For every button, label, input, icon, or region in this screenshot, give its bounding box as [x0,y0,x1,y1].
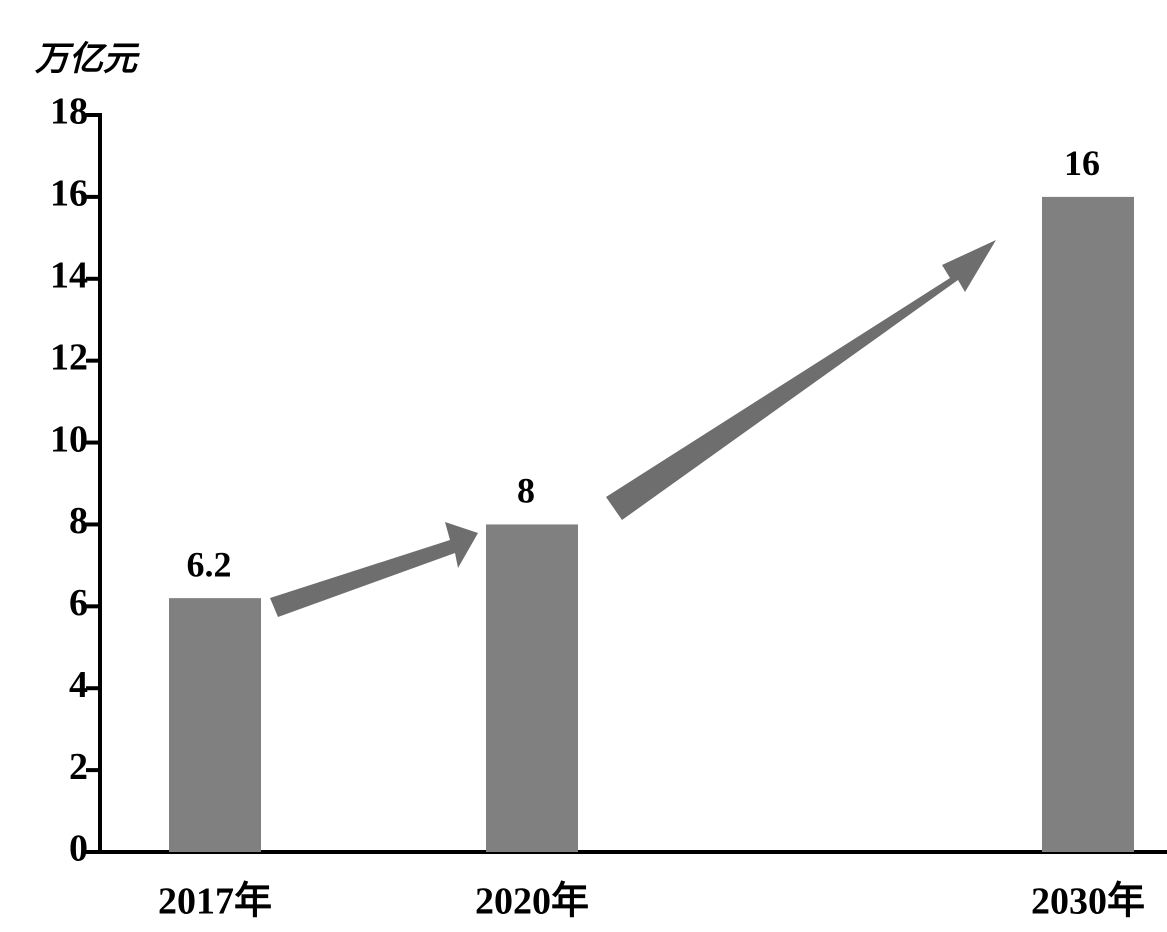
bar [486,524,578,852]
y-tick-label: 10 [50,418,88,460]
bar [1042,197,1134,852]
y-tick-label: 8 [69,500,88,542]
data-label: 6.2 [187,544,232,584]
y-tick-label: 4 [69,664,88,706]
y-axis-label: 万亿元 [34,40,140,78]
y-tick-label: 0 [69,828,88,870]
y-tick-label: 16 [50,173,88,215]
y-tick-label: 6 [69,582,88,624]
y-tick-label: 12 [50,336,88,378]
y-tick-label: 14 [50,254,88,296]
x-tick-label: 2030年 [1031,881,1145,923]
arrow [270,522,478,617]
arrow [606,240,996,520]
bar [169,598,261,852]
y-tick-label: 18 [50,91,88,133]
data-label: 16 [1064,143,1100,183]
y-tick-label: 2 [69,746,88,788]
chart: 万亿元 0 2 4 6 8 10 12 14 16 18 6.2 2017年 8 2020年 16 2030年 [0,0,1167,932]
x-tick-label: 2017年 [158,881,272,923]
x-tick-label: 2020年 [475,881,589,923]
data-label: 8 [517,471,535,511]
